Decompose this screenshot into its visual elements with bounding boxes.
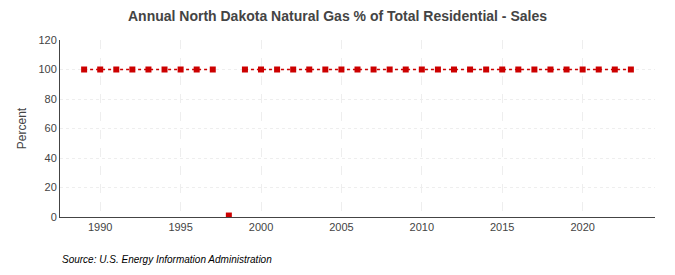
svg-text:2015: 2015 <box>490 221 514 233</box>
svg-text:80: 80 <box>45 93 57 105</box>
svg-text:2005: 2005 <box>329 221 353 233</box>
svg-text:40: 40 <box>45 152 57 164</box>
svg-text:2020: 2020 <box>570 221 594 233</box>
svg-text:1995: 1995 <box>168 221 192 233</box>
svg-text:100: 100 <box>38 63 56 75</box>
svg-text:20: 20 <box>45 181 57 193</box>
svg-text:60: 60 <box>45 122 57 134</box>
svg-text:2000: 2000 <box>249 221 273 233</box>
svg-text:2010: 2010 <box>410 221 434 233</box>
svg-text:120: 120 <box>38 34 56 46</box>
svg-text:1990: 1990 <box>88 221 112 233</box>
svg-text:0: 0 <box>51 211 57 223</box>
svg-text:Source: U.S. Energy Informatio: Source: U.S. Energy Information Administ… <box>62 254 272 265</box>
svg-text:Annual North Dakota Natural Ga: Annual North Dakota Natural Gas % of Tot… <box>128 8 547 24</box>
svg-text:Percent: Percent <box>15 107 29 149</box>
